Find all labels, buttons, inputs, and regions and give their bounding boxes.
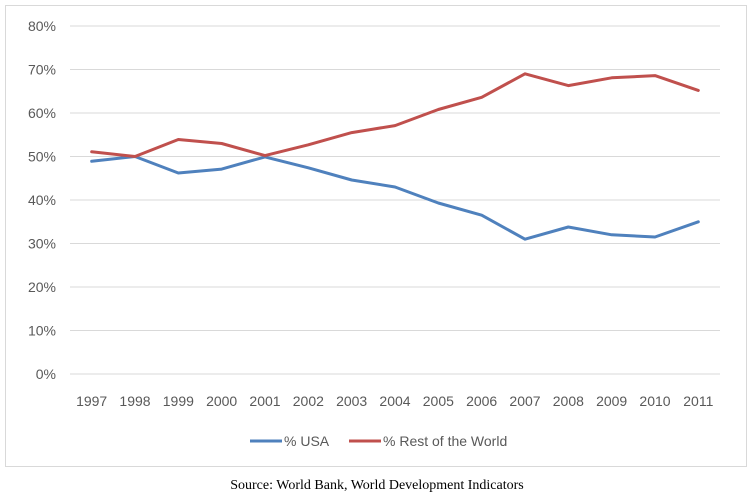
x-tick-label: 2006 [466, 393, 497, 409]
x-tick-label: 2010 [639, 393, 670, 409]
x-tick-label: 2011 [683, 393, 713, 409]
legend-label: % Rest of the World [383, 433, 507, 449]
y-tick-label: 20% [28, 279, 56, 295]
y-tick-label: 70% [28, 62, 56, 78]
series-line-rest-of-world [90, 72, 700, 158]
legend-label: % USA [284, 433, 330, 449]
y-tick-label: 80% [28, 18, 56, 34]
x-tick-label: 2000 [206, 393, 237, 409]
x-tick-label: 2007 [509, 393, 540, 409]
x-tick-label: 1998 [119, 393, 150, 409]
series-line-usa [90, 155, 700, 241]
source-note: Source: World Bank, World Development In… [230, 478, 524, 493]
x-tick-label: 1997 [76, 393, 107, 409]
x-tick-label: 2002 [293, 393, 324, 409]
y-tick-label: 30% [28, 236, 56, 252]
x-tick-label: 1999 [163, 393, 194, 409]
x-tick-label: 2004 [379, 393, 410, 409]
line-chart: 0% 10% 20% 30% 40% 50% 60% 70% 80% 1997 1998 1999 20… [28, 18, 720, 449]
x-tick-label: 2008 [553, 393, 584, 409]
y-tick-label: 60% [28, 105, 56, 121]
x-tick-label: 2005 [423, 393, 454, 409]
y-tick-label: 0% [36, 366, 56, 382]
x-tick-label: 2003 [336, 393, 367, 409]
x-tick-label: 2009 [596, 393, 627, 409]
y-tick-label: 50% [28, 149, 56, 165]
y-tick-label: 10% [28, 323, 56, 339]
x-tick-label: 2001 [249, 393, 280, 409]
y-tick-label: 40% [28, 192, 56, 208]
